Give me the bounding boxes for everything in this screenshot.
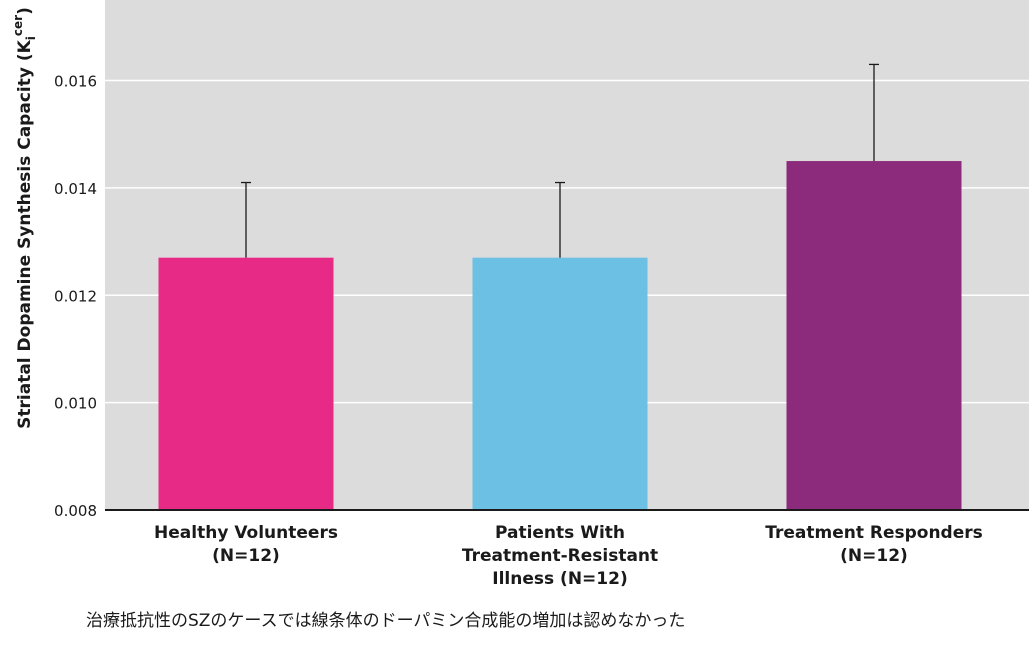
category-label-line: Healthy Volunteers	[154, 523, 338, 543]
y-tick-label: 0.010	[54, 395, 97, 413]
category-label: Patients With Treatment-Resistant Illness …	[462, 523, 658, 589]
y-tick-label: 0.008	[54, 502, 97, 520]
y-axis-title-main: Striatal Dopamine Synthesis Capacity (K	[15, 39, 35, 428]
bar	[158, 257, 334, 510]
category-label-line: Patients With	[495, 523, 625, 543]
y-tick-labels: 0.008 0.010 0.012 0.014 0.016	[54, 73, 97, 520]
bar	[472, 257, 648, 510]
caption-text: 治療抵抗性のSZのケースでは線条体のドーパミン合成能の増加は認めなかった	[86, 611, 686, 631]
y-tick-label: 0.012	[54, 287, 97, 305]
category-label-line: Treatment-Resistant	[462, 546, 658, 566]
y-axis-title-subscript: i	[24, 36, 38, 40]
y-axis-title: Striatal Dopamine Synthesis Capacity (Ki…	[11, 7, 38, 429]
y-axis-title-close: )	[15, 7, 35, 15]
bars	[158, 161, 962, 511]
category-label-line: (N=12)	[840, 546, 908, 566]
category-label: Treatment Responders (N=12)	[765, 523, 983, 566]
category-label: Healthy Volunteers (N=12)	[154, 523, 338, 566]
y-tick-label: 0.014	[54, 180, 97, 198]
y-axis-title-superscript: cer	[11, 15, 25, 36]
category-labels: Healthy Volunteers (N=12) Patients With Tre…	[154, 523, 983, 589]
y-tick-label: 0.016	[54, 73, 97, 91]
category-label-line: (N=12)	[212, 546, 280, 566]
error-bars	[241, 63, 879, 258]
bar	[786, 161, 962, 511]
category-label-line: Treatment Responders	[765, 523, 983, 543]
category-label-line: Illness (N=12)	[492, 569, 627, 589]
